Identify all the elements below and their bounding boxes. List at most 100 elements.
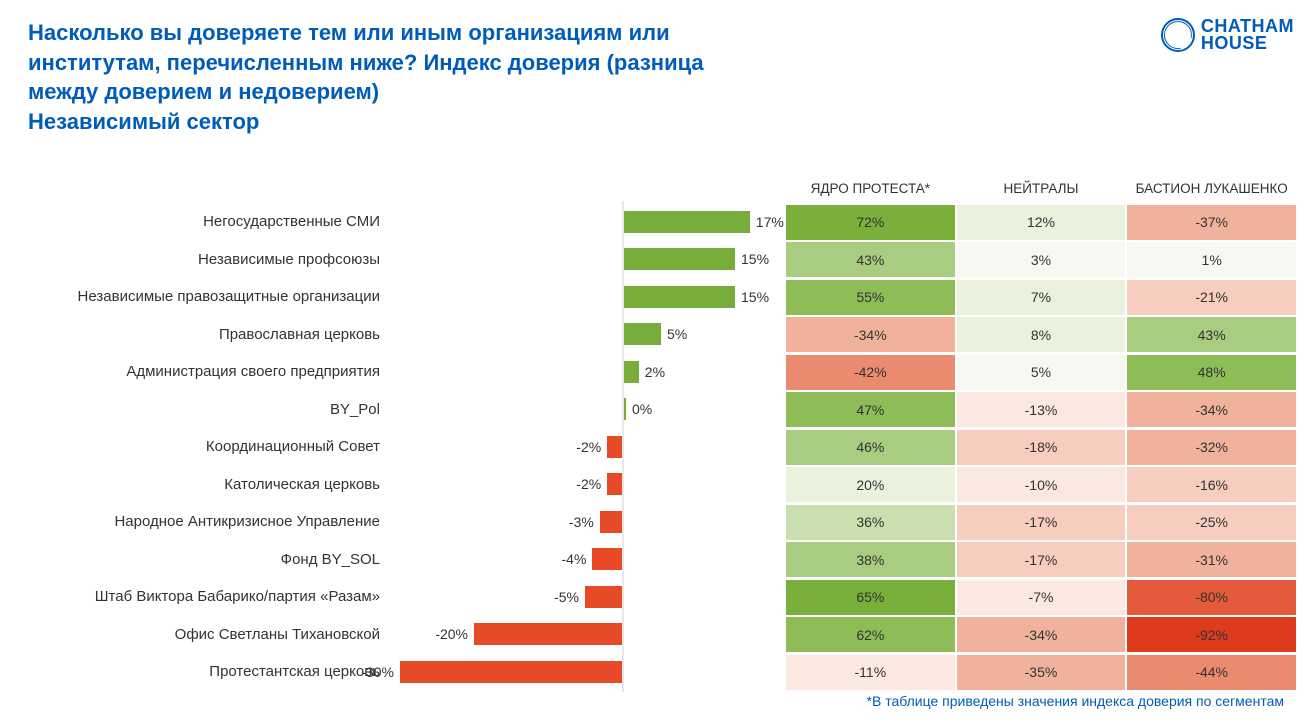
bar-value: -20% xyxy=(435,626,468,642)
row-label: Фонд BY_SOL xyxy=(28,540,388,578)
heat-cell: 43% xyxy=(1127,317,1296,352)
table-row: 55%7%-21% xyxy=(786,278,1296,316)
heat-cell: -34% xyxy=(957,617,1126,652)
table-row: 62%-34%-92% xyxy=(786,615,1296,653)
heat-cell: -34% xyxy=(786,317,955,352)
row-label: Православная церковь xyxy=(28,315,388,353)
heat-cell: 38% xyxy=(786,542,955,577)
bar-value: 0% xyxy=(632,401,652,417)
table-row: -11%-35%-44% xyxy=(786,653,1296,691)
table-row: 46%-18%-32% xyxy=(786,428,1296,466)
page-title: Насколько вы доверяете тем или иным орга… xyxy=(28,18,704,137)
heat-cell: 48% xyxy=(1127,355,1296,390)
heat-cell: 43% xyxy=(786,242,955,277)
bar xyxy=(585,586,622,608)
heat-cell: 62% xyxy=(786,617,955,652)
heat-cell: -92% xyxy=(1127,617,1296,652)
globe-icon xyxy=(1161,18,1195,52)
title-line-4: Независимый сектор xyxy=(28,109,259,134)
row-label: Администрация своего предприятия xyxy=(28,353,388,391)
heat-cell: 36% xyxy=(786,505,955,540)
table-row: 65%-7%-80% xyxy=(786,578,1296,616)
row-label: Негосударственные СМИ xyxy=(28,203,388,241)
heat-cell: 12% xyxy=(957,205,1126,240)
table-row: -34%8%43% xyxy=(786,315,1296,353)
bar-chart-column: 17%15%15%5%2%0%-2%-2%-3%-4%-5%-20%-30% xyxy=(392,159,782,691)
heat-cell: -32% xyxy=(1127,430,1296,465)
heat-cell: -34% xyxy=(1127,392,1296,427)
heat-cell: -18% xyxy=(957,430,1126,465)
bar-row: 5% xyxy=(392,315,782,353)
bar-row: 15% xyxy=(392,278,782,316)
heat-cell: 3% xyxy=(957,242,1126,277)
heat-cell: 5% xyxy=(957,355,1126,390)
column-header-neutral: НЕЙТРАЛЫ xyxy=(957,159,1126,203)
axis-zero-line xyxy=(622,426,624,468)
bar xyxy=(400,661,622,683)
table-row: -42%5%48% xyxy=(786,353,1296,391)
title-line-1: Насколько вы доверяете тем или иным орга… xyxy=(28,20,670,45)
bar xyxy=(607,436,622,458)
heat-cell: 8% xyxy=(957,317,1126,352)
bar-row: -4% xyxy=(392,540,782,578)
axis-zero-line xyxy=(622,501,624,543)
row-label: Независимые профсоюзы xyxy=(28,240,388,278)
bar-row: 17% xyxy=(392,203,782,241)
bar xyxy=(624,323,661,345)
bar-value: 17% xyxy=(756,214,784,230)
heat-cell: -13% xyxy=(957,392,1126,427)
axis-zero-line xyxy=(622,538,624,580)
title-line-2: институтам, перечисленным ниже? Индекс д… xyxy=(28,50,704,75)
chatham-house-logo: CHATHAM HOUSE xyxy=(1161,18,1294,52)
heat-cell: -25% xyxy=(1127,505,1296,540)
row-label: Штаб Виктора Бабарико/партия «Разам» xyxy=(28,578,388,616)
heat-cell: -16% xyxy=(1127,467,1296,502)
bar-value: -5% xyxy=(554,589,579,605)
row-label: Координационный Совет xyxy=(28,428,388,466)
bar xyxy=(624,211,750,233)
table-row: 20%-10%-16% xyxy=(786,465,1296,503)
table-row: 38%-17%-31% xyxy=(786,540,1296,578)
bar-row: -2% xyxy=(392,465,782,503)
bar-row: -2% xyxy=(392,428,782,466)
row-labels-column: Негосударственные СМИНезависимые профсою… xyxy=(28,159,388,691)
heat-cell: 47% xyxy=(786,392,955,427)
table-row: 72%12%-37% xyxy=(786,203,1296,241)
bar xyxy=(600,511,622,533)
heat-cell: -17% xyxy=(957,505,1126,540)
heat-cell: -44% xyxy=(1127,655,1296,690)
bar-row: -5% xyxy=(392,578,782,616)
column-header-protest: ЯДРО ПРОТЕСТА* xyxy=(786,159,955,203)
heat-cell: -17% xyxy=(957,542,1126,577)
table-row: 36%-17%-25% xyxy=(786,503,1296,541)
heat-cell: 55% xyxy=(786,280,955,315)
row-label: BY_Pol xyxy=(28,390,388,428)
bar-value: 15% xyxy=(741,289,769,305)
bar-value: -2% xyxy=(576,476,601,492)
bar xyxy=(607,473,622,495)
bar-row: -30% xyxy=(392,653,782,691)
bar-value: -2% xyxy=(576,439,601,455)
row-label: Католическая церковь xyxy=(28,465,388,503)
bar-row: 0% xyxy=(392,390,782,428)
heat-cell: -80% xyxy=(1127,580,1296,615)
axis-zero-line xyxy=(622,576,624,618)
row-label: Народное Антикризисное Управление xyxy=(28,503,388,541)
bar-value: -30% xyxy=(361,664,394,680)
logo-text-bottom: HOUSE xyxy=(1201,33,1268,53)
bar-value: -3% xyxy=(569,514,594,530)
heat-cell: 72% xyxy=(786,205,955,240)
heat-cell: -10% xyxy=(957,467,1126,502)
heat-cell: 46% xyxy=(786,430,955,465)
heat-cell: 65% xyxy=(786,580,955,615)
heat-cell: 7% xyxy=(957,280,1126,315)
table-row: 47%-13%-34% xyxy=(786,390,1296,428)
row-label: Независимые правозащитные организации xyxy=(28,278,388,316)
heat-cell: 1% xyxy=(1127,242,1296,277)
heat-cell: -35% xyxy=(957,655,1126,690)
row-label: Протестантская церковь xyxy=(28,653,388,691)
bar xyxy=(592,548,622,570)
table-header-row: ЯДРО ПРОТЕСТА* НЕЙТРАЛЫ БАСТИОН ЛУКАШЕНК… xyxy=(786,159,1296,203)
bar xyxy=(624,248,735,270)
row-label: Офис Светланы Тихановской xyxy=(28,615,388,653)
